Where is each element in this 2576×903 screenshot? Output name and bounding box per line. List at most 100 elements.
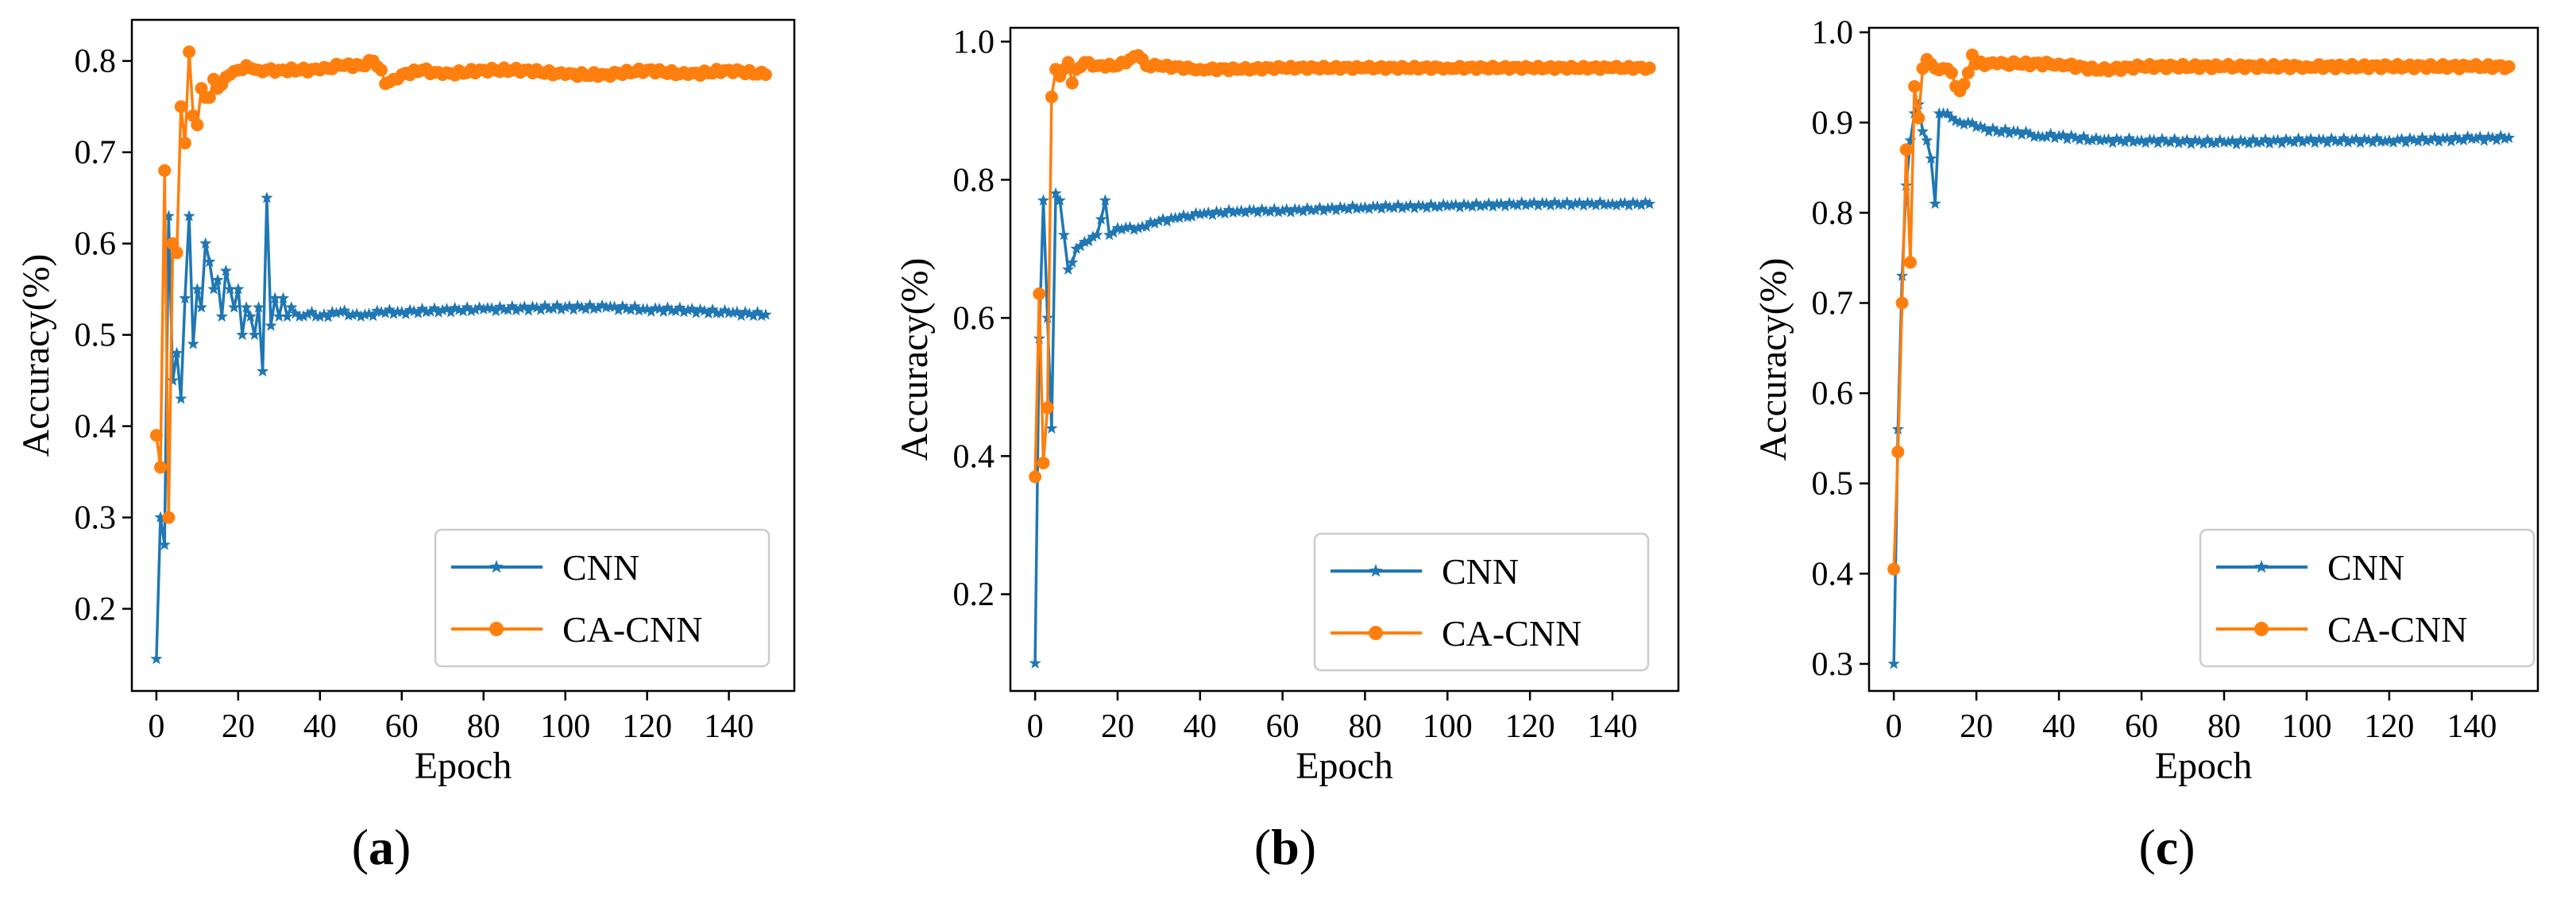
- data-point-cnn: [1623, 199, 1636, 211]
- data-point-cnn: [2276, 137, 2288, 149]
- data-point-cnn: [2176, 135, 2189, 147]
- data-point-ca-cnn: [1908, 79, 1921, 93]
- data-point-cnn: [301, 307, 314, 320]
- data-point-cnn: [1966, 117, 1979, 129]
- data-point-cnn: [2040, 130, 2053, 142]
- data-point-cnn: [330, 307, 342, 318]
- data-point-cnn: [1226, 206, 1239, 218]
- data-point-cnn: [1983, 125, 1995, 137]
- data-point-cnn: [1292, 203, 1305, 215]
- data-point-cnn: [1999, 122, 2012, 135]
- data-point-cnn: [2391, 133, 2404, 145]
- data-point-cnn: [2148, 133, 2161, 145]
- data-point-cnn: [723, 307, 736, 318]
- data-point-cnn: [674, 301, 686, 313]
- data-point-cnn: [1420, 201, 1433, 214]
- data-point-cnn: [1433, 200, 1446, 212]
- data-point-cnn: [1123, 220, 1137, 233]
- data-point-cnn: [1379, 199, 1392, 211]
- data-point-cnn: [203, 255, 216, 268]
- y-tick-label: 0.8: [953, 162, 995, 199]
- data-point-cnn: [2255, 136, 2268, 148]
- legend-box: [2199, 528, 2535, 668]
- data-point-cnn: [2304, 132, 2317, 145]
- data-point-cnn: [1074, 240, 1087, 252]
- data-point-cnn: [1053, 194, 1066, 206]
- x-tick-label: 60: [2125, 708, 2158, 745]
- data-point-cnn: [1578, 199, 1590, 211]
- data-point-cnn: [2118, 135, 2131, 148]
- data-point-cnn: [195, 301, 208, 313]
- data-point-cnn: [363, 307, 376, 319]
- plot-frame: [1009, 26, 1680, 693]
- data-point-cnn: [2131, 134, 2144, 146]
- data-point-cnn: [1917, 125, 1929, 137]
- legend-marker-ca-cnn: [489, 622, 504, 636]
- data-point-cnn: [2462, 130, 2474, 142]
- data-point-cnn: [1301, 202, 1314, 214]
- data-point-cnn: [2135, 134, 2148, 146]
- data-point-cnn: [1527, 196, 1540, 208]
- data-point-cnn: [1140, 220, 1153, 232]
- data-point-cnn: [2490, 133, 2503, 145]
- data-point-cnn: [322, 311, 334, 322]
- data-point-cnn: [2321, 136, 2334, 149]
- data-point-cnn: [2387, 136, 2400, 148]
- data-point-cnn: [1111, 222, 1124, 233]
- data-point-cnn: [2218, 136, 2230, 148]
- data-point-cnn: [2164, 136, 2176, 148]
- data-point-cnn: [154, 511, 167, 523]
- x-tick-label: 120: [2364, 708, 2414, 745]
- data-point-cnn: [415, 302, 429, 315]
- data-point-cnn: [2420, 134, 2433, 147]
- data-point-cnn: [2086, 133, 2099, 145]
- y-tick-label: 0.3: [1812, 646, 1854, 683]
- y-tick-label: 0.6: [75, 226, 117, 263]
- data-point-cnn: [1083, 234, 1095, 247]
- data-point-cnn: [718, 304, 732, 316]
- data-point-cnn: [396, 305, 408, 318]
- data-point-cnn: [731, 305, 743, 318]
- data-point-ca-cnn: [1029, 470, 1042, 484]
- y-tick-label: 1.0: [1812, 15, 1854, 52]
- data-point-cnn: [2280, 133, 2292, 145]
- data-point-cnn: [272, 310, 285, 322]
- data-point-cnn: [2486, 131, 2499, 143]
- data-point-cnn: [2049, 131, 2061, 144]
- data-point-cnn: [1978, 122, 1991, 134]
- data-point-cnn: [1516, 195, 1528, 208]
- data-point-cnn: [268, 291, 281, 304]
- data-point-cnn: [612, 303, 625, 315]
- data-point-cnn: [2366, 136, 2379, 148]
- x-tick-label: 0: [148, 708, 164, 745]
- data-point-cnn: [1251, 206, 1265, 218]
- data-point-cnn: [1161, 214, 1173, 227]
- data-point-cnn: [2065, 129, 2078, 141]
- data-point-cnn: [1239, 206, 1252, 218]
- data-point-cnn: [1222, 203, 1235, 216]
- data-point-cnn: [2210, 137, 2223, 149]
- x-tick-label: 20: [1960, 708, 1993, 745]
- data-point-ca-cnn: [158, 164, 172, 177]
- data-point-cnn: [1639, 195, 1652, 208]
- data-point-cnn: [1091, 228, 1103, 241]
- data-point-cnn: [1618, 196, 1632, 209]
- panel-label-b: (b): [1253, 819, 1317, 875]
- data-point-cnn: [1995, 125, 2007, 138]
- data-point-cnn: [1921, 134, 1933, 146]
- data-point-cnn: [2057, 129, 2069, 141]
- data-point-cnn: [559, 301, 572, 313]
- data-point-cnn: [2474, 130, 2486, 142]
- data-point-cnn: [432, 306, 445, 318]
- data-point-cnn: [420, 305, 433, 318]
- data-point-cnn: [1181, 210, 1194, 222]
- data-point-cnn: [2271, 133, 2284, 145]
- data-point-cnn: [2383, 134, 2396, 146]
- data-point-cnn: [2197, 137, 2210, 149]
- data-point-cnn: [2069, 131, 2082, 144]
- data-point-cnn: [350, 307, 363, 319]
- data-point-ca-cnn: [162, 511, 176, 524]
- data-point-cnn: [2445, 135, 2458, 147]
- data-point-cnn: [314, 310, 326, 322]
- data-point-cnn: [1235, 204, 1248, 216]
